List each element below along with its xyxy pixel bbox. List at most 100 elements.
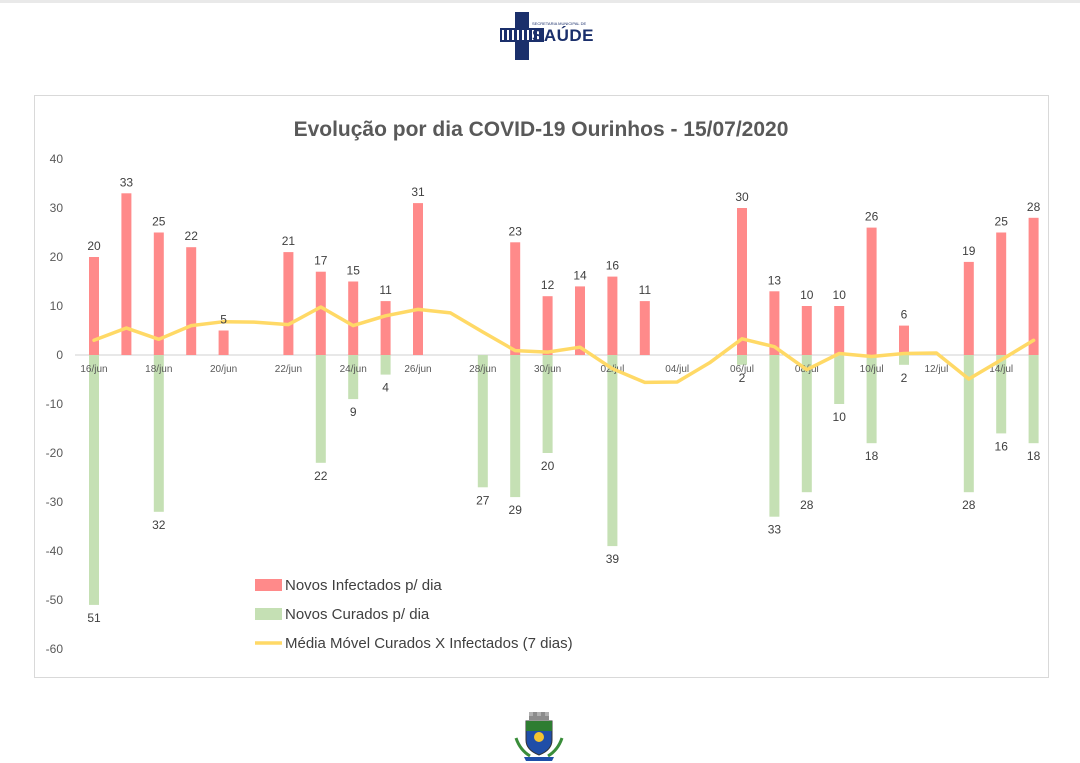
infected-bar bbox=[899, 325, 909, 355]
legend-label: Média Móvel Curados X Infectados (7 dias… bbox=[285, 635, 573, 652]
cured-data-label: 28 bbox=[962, 498, 976, 512]
x-tick-label: 22/jun bbox=[275, 364, 302, 375]
x-tick-label: 26/jun bbox=[404, 364, 431, 375]
infected-bar bbox=[769, 291, 780, 355]
infected-bar bbox=[380, 301, 391, 355]
cured-data-label: 2 bbox=[739, 371, 746, 385]
infected-data-label: 26 bbox=[865, 210, 879, 224]
infected-bar bbox=[575, 286, 585, 355]
infected-data-label: 15 bbox=[347, 264, 361, 278]
infected-bar bbox=[348, 281, 359, 355]
cured-data-label: 27 bbox=[476, 493, 490, 507]
cured-bar bbox=[737, 355, 747, 365]
cured-bar bbox=[963, 355, 974, 493]
infected-data-label: 16 bbox=[606, 259, 620, 273]
infected-bar bbox=[834, 306, 845, 355]
cured-data-label: 20 bbox=[541, 459, 555, 473]
infected-bar bbox=[963, 261, 974, 355]
infected-data-label: 25 bbox=[995, 215, 1009, 229]
infected-data-label: 14 bbox=[573, 268, 587, 282]
cured-data-label: 16 bbox=[995, 439, 1009, 453]
infected-data-label: 21 bbox=[282, 234, 296, 248]
cured-bar bbox=[1028, 355, 1039, 444]
chart-frame: Evolução por dia COVID-19 Ourinhos - 15/… bbox=[34, 95, 1049, 678]
cured-bar bbox=[315, 355, 326, 463]
infected-data-label: 6 bbox=[901, 308, 908, 322]
cured-data-label: 39 bbox=[606, 552, 620, 566]
cured-bar bbox=[834, 355, 845, 404]
infected-bar bbox=[153, 232, 164, 355]
x-tick-label: 16/jun bbox=[80, 364, 107, 375]
cured-bar bbox=[477, 355, 488, 488]
cured-bar bbox=[153, 355, 164, 512]
infected-bar bbox=[542, 296, 553, 355]
saude-logo: SECRETARIA MUNICIPAL DE SAÚDE bbox=[498, 12, 594, 62]
infected-data-label: 22 bbox=[185, 229, 199, 243]
cured-bar bbox=[348, 355, 359, 400]
infected-bar bbox=[510, 242, 521, 355]
y-tick-label: 30 bbox=[50, 201, 64, 215]
infected-bar bbox=[315, 271, 326, 355]
chart-title: Evolução por dia COVID-19 Ourinhos - 15/… bbox=[294, 118, 789, 141]
cured-bar bbox=[510, 355, 521, 498]
y-tick-label: 0 bbox=[56, 348, 63, 362]
y-tick-label: -40 bbox=[46, 544, 64, 558]
y-tick-label: 40 bbox=[50, 152, 64, 166]
cured-bar bbox=[380, 355, 391, 375]
cured-bar bbox=[801, 355, 812, 493]
x-tick-label: 24/jun bbox=[340, 364, 367, 375]
infected-bar bbox=[218, 330, 229, 355]
cured-bar bbox=[89, 355, 99, 605]
infected-data-label: 30 bbox=[735, 190, 749, 204]
infected-bar bbox=[413, 203, 423, 355]
y-tick-label: -60 bbox=[46, 642, 64, 656]
infected-data-label: 10 bbox=[833, 288, 847, 302]
y-tick-label: 20 bbox=[50, 250, 64, 264]
x-tick-label: 14/jul bbox=[989, 364, 1013, 375]
infected-data-label: 19 bbox=[962, 244, 976, 258]
cured-data-label: 29 bbox=[509, 503, 523, 517]
cured-bar bbox=[996, 355, 1007, 434]
moving-average-line bbox=[92, 305, 1036, 385]
y-tick-label: -30 bbox=[46, 495, 64, 509]
cured-data-label: 10 bbox=[833, 410, 847, 424]
infected-bar bbox=[996, 232, 1007, 355]
infected-data-label: 13 bbox=[768, 273, 782, 287]
x-tick-label: 20/jun bbox=[210, 364, 237, 375]
cured-bar bbox=[866, 355, 877, 444]
infected-data-label: 11 bbox=[379, 283, 392, 297]
infected-bar bbox=[121, 193, 132, 355]
x-tick-label: 04/jul bbox=[665, 364, 689, 375]
y-tick-label: 10 bbox=[50, 299, 64, 313]
infected-data-label: 11 bbox=[639, 283, 652, 297]
legend-label: Novos Curados p/ dia bbox=[285, 606, 430, 623]
chart: Evolução por dia COVID-19 Ourinhos - 15/… bbox=[46, 118, 1041, 656]
infected-bar bbox=[801, 306, 812, 355]
infected-data-label: 33 bbox=[120, 175, 134, 189]
legend-cured-swatch bbox=[255, 608, 282, 620]
cured-data-label: 32 bbox=[152, 518, 166, 532]
cured-data-label: 51 bbox=[87, 611, 101, 625]
cured-data-label: 28 bbox=[800, 498, 814, 512]
cured-data-label: 33 bbox=[768, 523, 782, 537]
infected-data-label: 25 bbox=[152, 215, 166, 229]
municipal-crest-icon bbox=[514, 712, 564, 761]
infected-bar bbox=[607, 276, 618, 355]
y-tick-label: -50 bbox=[46, 593, 64, 607]
infected-data-label: 10 bbox=[800, 288, 814, 302]
top-bar bbox=[0, 0, 1080, 3]
x-tick-label: 06/jul bbox=[730, 364, 754, 375]
infected-data-label: 20 bbox=[87, 239, 101, 253]
cured-bar bbox=[607, 355, 618, 547]
infected-data-label: 28 bbox=[1027, 200, 1041, 214]
infected-bar bbox=[186, 247, 197, 355]
logo-title: SAÚDE bbox=[532, 26, 595, 45]
infected-data-label: 31 bbox=[411, 185, 425, 199]
cured-data-label: 9 bbox=[350, 405, 357, 419]
x-tick-label: 18/jun bbox=[145, 364, 172, 375]
cured-data-label: 18 bbox=[1027, 449, 1041, 463]
infected-bar bbox=[639, 301, 650, 355]
logo-subtitle: SECRETARIA MUNICIPAL DE bbox=[532, 21, 587, 26]
y-tick-label: -20 bbox=[46, 446, 64, 460]
infected-bar bbox=[866, 227, 877, 355]
